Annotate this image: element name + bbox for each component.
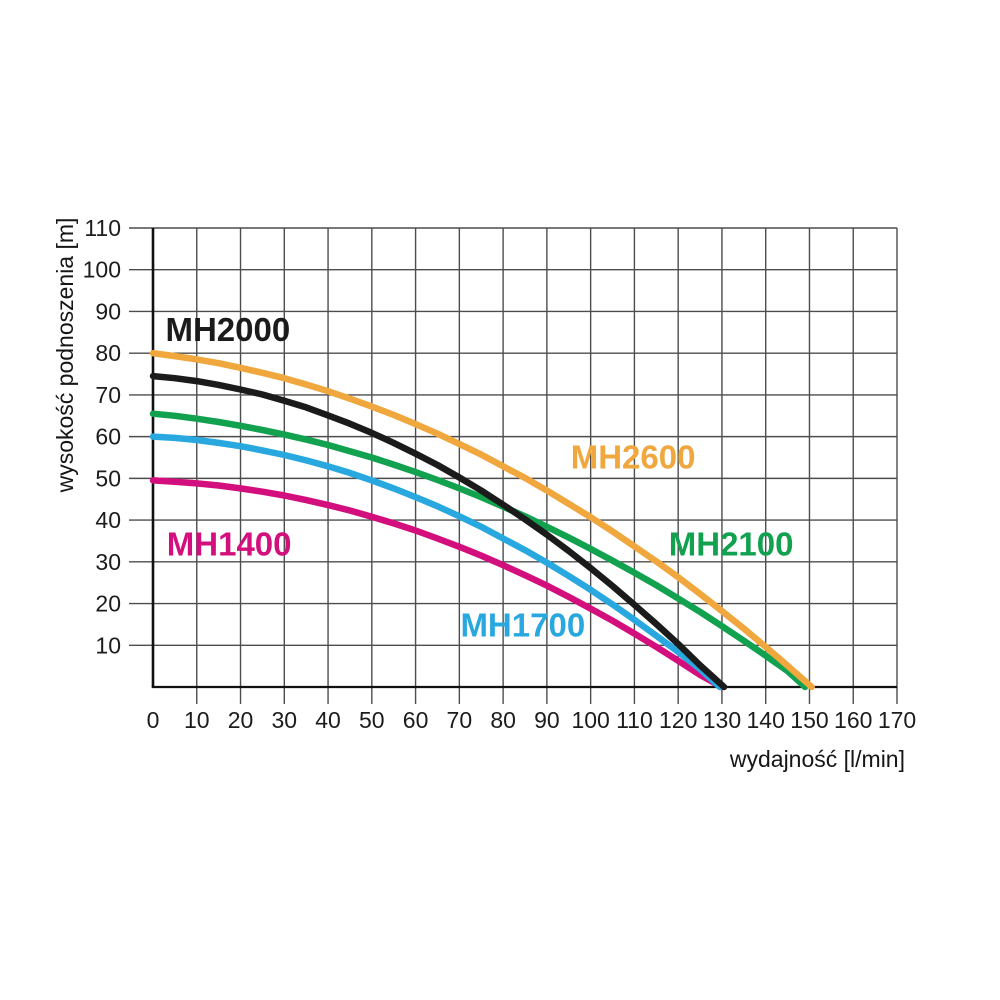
y-axis-title: wysokość podnoszenia [m] <box>52 218 78 494</box>
y-tick-label: 30 <box>95 549 121 575</box>
series-label-mh2100: MH2100 <box>669 526 794 563</box>
x-tick-label: 110 <box>616 707 653 733</box>
series-curve-mh1400 <box>149 477 726 691</box>
x-tick-label: 120 <box>659 707 697 733</box>
series-curve-mh2000 <box>149 372 728 691</box>
x-tick-label: 0 <box>147 707 160 733</box>
series-curve-mh1700 <box>149 433 724 691</box>
x-tick-label: 160 <box>834 707 872 733</box>
x-tick-label: 40 <box>315 707 341 733</box>
y-tick-label: 50 <box>95 465 121 491</box>
series-curve-mh2600 <box>149 349 815 691</box>
x-tick-label: 90 <box>534 707 560 733</box>
x-tick-label: 20 <box>228 707 254 733</box>
series-labels-layer: MH1400 MH1700 MH2100 MH2000 MH2600 <box>165 311 793 643</box>
x-tick-label: 140 <box>747 707 785 733</box>
x-tick-label: 50 <box>359 707 385 733</box>
x-tick-label: 150 <box>790 707 828 733</box>
x-tick-label: 80 <box>490 707 516 733</box>
y-tick-label: 80 <box>95 340 121 366</box>
series-label-mh1400: MH1400 <box>167 526 292 563</box>
x-axis-title: wydajność [l/min] <box>729 746 905 772</box>
x-tick-label: 170 <box>878 707 916 733</box>
x-tick-label: 100 <box>571 707 609 733</box>
series-label-mh2000: MH2000 <box>165 311 290 348</box>
grid-layer <box>129 227 898 704</box>
y-tick-label: 90 <box>95 298 121 324</box>
curves-layer <box>149 349 815 691</box>
y-tick-label: 20 <box>95 591 121 617</box>
axes-layer <box>151 228 897 689</box>
y-tick-label: 60 <box>95 424 121 450</box>
x-tick-label: 60 <box>403 707 429 733</box>
x-tick-label: 30 <box>271 707 297 733</box>
x-tick-label: 130 <box>703 707 741 733</box>
y-tick-label: 40 <box>95 507 121 533</box>
tick-labels-layer: 0 10 20 30 40 50 60 70 80 90 100 110 120 130 140 150 160… <box>83 215 917 733</box>
y-tick-label: 100 <box>83 257 121 283</box>
series-label-mh1700: MH1700 <box>460 607 585 644</box>
x-tick-label: 70 <box>447 707 473 733</box>
series-label-mh2600: MH2600 <box>571 439 696 476</box>
series-curve-mh2100 <box>149 410 809 691</box>
y-tick-label: 10 <box>95 632 121 658</box>
x-tick-label: 10 <box>184 707 210 733</box>
y-tick-label: 70 <box>95 382 121 408</box>
y-tick-label: 110 <box>84 215 121 241</box>
